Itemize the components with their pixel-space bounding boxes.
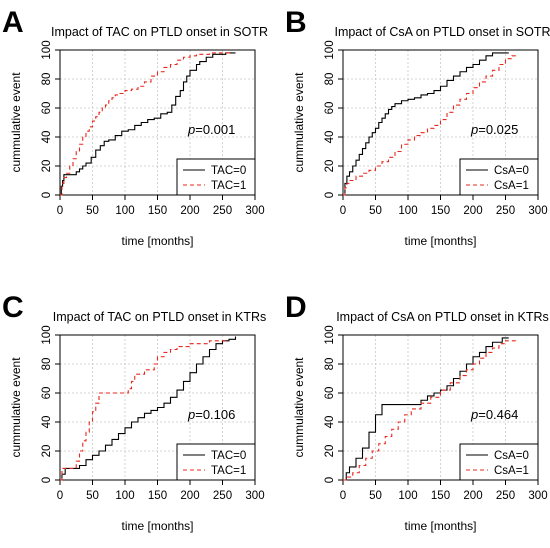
panel-b: B Impact of CsA on PTLD onset in SOTR 0 50 1… xyxy=(285,6,550,248)
x-tick-label: 150 xyxy=(148,205,167,217)
x-tick-label: 50 xyxy=(369,490,382,502)
x-tick-label: 200 xyxy=(463,490,482,502)
x-axis-label: time [months] xyxy=(121,519,193,533)
x-tick-label: 250 xyxy=(213,490,232,502)
x-tick-label: 50 xyxy=(86,205,99,217)
y-tick-label: 60 xyxy=(324,387,336,400)
y-tick-label: 100 xyxy=(41,325,53,344)
y-tick-label: 100 xyxy=(324,325,336,344)
x-tick-label: 100 xyxy=(115,205,134,217)
x-tick-label: 250 xyxy=(496,490,515,502)
x-axis-label: time [months] xyxy=(404,234,476,248)
legend-label: TAC=0 xyxy=(211,165,246,177)
x-tick-label: 0 xyxy=(340,490,346,502)
y-tick-label: 0 xyxy=(324,192,336,198)
series-line-group1 xyxy=(343,337,516,481)
p-value-annotation: p=0.106 xyxy=(187,407,235,422)
legend-box xyxy=(176,443,256,481)
x-tick-label: 300 xyxy=(528,205,547,217)
p-value-annotation: p=0.464 xyxy=(470,407,518,422)
x-tick-label: 0 xyxy=(57,205,63,217)
legend-box xyxy=(459,443,539,481)
y-tick-label: 80 xyxy=(41,358,53,371)
y-tick-label: 40 xyxy=(41,416,53,429)
y-tick-label: 20 xyxy=(324,445,336,458)
x-tick-label: 200 xyxy=(180,490,199,502)
p-value-annotation: p=0.001 xyxy=(187,122,235,137)
panel-a: A Impact of TAC on PTLD onset in SOTR 0 50 1… xyxy=(2,6,268,248)
legend-box xyxy=(459,158,539,196)
chart-title: Impact of CsA on PTLD onset in KTRs xyxy=(336,310,549,324)
x-tick-label: 50 xyxy=(369,205,382,217)
series-line-group0 xyxy=(60,52,236,196)
series-line-group0 xyxy=(343,52,509,196)
y-tick-label: 60 xyxy=(41,102,53,115)
p-value-annotation: p=0.025 xyxy=(470,122,518,137)
x-tick-label: 0 xyxy=(340,205,346,217)
x-axis-label: time [months] xyxy=(404,519,476,533)
x-tick-label: 100 xyxy=(115,490,134,502)
y-tick-label: 0 xyxy=(41,477,53,483)
panel-c: C Impact of TAC on PTLD onset in KTRs 0 50 1… xyxy=(2,291,266,533)
series-line-group1 xyxy=(60,340,229,481)
chart-title: Impact of TAC on PTLD onset in SOTR xyxy=(51,25,268,39)
x-tick-label: 200 xyxy=(463,205,482,217)
y-tick-label: 0 xyxy=(41,192,53,198)
x-tick-label: 100 xyxy=(398,205,417,217)
legend-label: CsA=0 xyxy=(494,165,529,177)
panel-letter: D xyxy=(285,291,307,324)
x-tick-label: 150 xyxy=(148,490,167,502)
legend-box xyxy=(176,158,256,196)
y-axis-label: cummulative event xyxy=(292,357,306,458)
legend-label: TAC=1 xyxy=(211,465,246,477)
chart-title: Impact of CsA on PTLD onset in SOTR xyxy=(334,25,550,39)
y-tick-label: 20 xyxy=(41,445,53,458)
series-line-group1 xyxy=(60,52,233,196)
x-tick-label: 200 xyxy=(180,205,199,217)
x-tick-label: 300 xyxy=(528,490,547,502)
x-tick-label: 250 xyxy=(213,205,232,217)
x-tick-label: 150 xyxy=(431,490,450,502)
y-axis-label: cummulative event xyxy=(292,72,306,173)
legend-label: CsA=0 xyxy=(494,450,529,462)
y-axis-label: cummulative event xyxy=(9,357,23,458)
y-tick-label: 20 xyxy=(324,160,336,173)
chart-title: Impact of TAC on PTLD onset in KTRs xyxy=(53,310,267,324)
series-line-group0 xyxy=(60,336,237,481)
y-axis-label: cummulative event xyxy=(9,72,23,173)
x-tick-label: 150 xyxy=(431,205,450,217)
y-tick-label: 40 xyxy=(324,131,336,144)
legend-label: TAC=0 xyxy=(211,450,246,462)
x-tick-label: 0 xyxy=(57,490,63,502)
x-tick-label: 250 xyxy=(496,205,515,217)
y-tick-label: 40 xyxy=(41,131,53,144)
y-tick-label: 60 xyxy=(41,387,53,400)
y-tick-label: 60 xyxy=(324,102,336,115)
y-tick-label: 0 xyxy=(324,477,336,483)
legend-label: CsA=1 xyxy=(494,465,529,477)
y-tick-label: 80 xyxy=(41,73,53,86)
panel-d: D Impact of CsA on PTLD onset in KTRs 0 50 1… xyxy=(285,291,549,533)
x-axis-label: time [months] xyxy=(121,234,193,248)
x-tick-label: 100 xyxy=(398,490,417,502)
y-tick-label: 100 xyxy=(41,40,53,59)
y-tick-label: 40 xyxy=(324,416,336,429)
legend-label: CsA=1 xyxy=(494,180,529,192)
y-tick-label: 100 xyxy=(324,40,336,59)
x-tick-label: 300 xyxy=(245,490,264,502)
panel-letter: B xyxy=(285,6,307,39)
y-tick-label: 80 xyxy=(324,73,336,86)
panel-letter: A xyxy=(2,6,24,39)
x-tick-label: 50 xyxy=(86,490,99,502)
panel-letter: C xyxy=(2,291,24,324)
y-tick-label: 20 xyxy=(41,160,53,173)
series-line-group0 xyxy=(343,337,509,481)
x-tick-label: 300 xyxy=(245,205,264,217)
y-tick-label: 80 xyxy=(324,358,336,371)
legend-label: TAC=1 xyxy=(211,180,246,192)
